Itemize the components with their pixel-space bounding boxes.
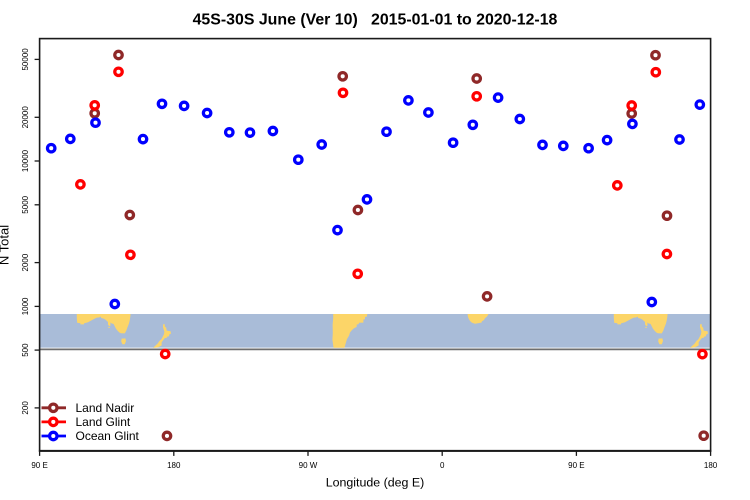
svg-text:1000: 1000 [21, 297, 30, 315]
svg-text:5000: 5000 [21, 195, 30, 213]
svg-text:2000: 2000 [21, 253, 30, 271]
svg-text:Land Nadir: Land Nadir [76, 401, 135, 415]
svg-text:90 E: 90 E [31, 461, 47, 470]
svg-text:45S-30S June (Ver 10) 2015-0: 45S-30S June (Ver 10) 2015-01-01 to 2020… [193, 12, 558, 29]
svg-text:500: 500 [21, 343, 30, 357]
svg-text:Land Glint: Land Glint [76, 415, 131, 429]
svg-text:200: 200 [21, 401, 30, 415]
svg-text:20000: 20000 [21, 106, 30, 129]
svg-text:Longitude (deg E): Longitude (deg E) [326, 476, 425, 490]
svg-text:180: 180 [704, 461, 718, 470]
svg-text:90 W: 90 W [299, 461, 318, 470]
svg-text:50000: 50000 [21, 48, 30, 71]
svg-text:180: 180 [167, 461, 181, 470]
svg-text:N Total: N Total [0, 225, 12, 265]
svg-text:90 E: 90 E [568, 461, 584, 470]
svg-text:10000: 10000 [21, 149, 30, 172]
svg-text:0: 0 [440, 461, 445, 470]
svg-text:Ocean Glint: Ocean Glint [76, 429, 140, 443]
